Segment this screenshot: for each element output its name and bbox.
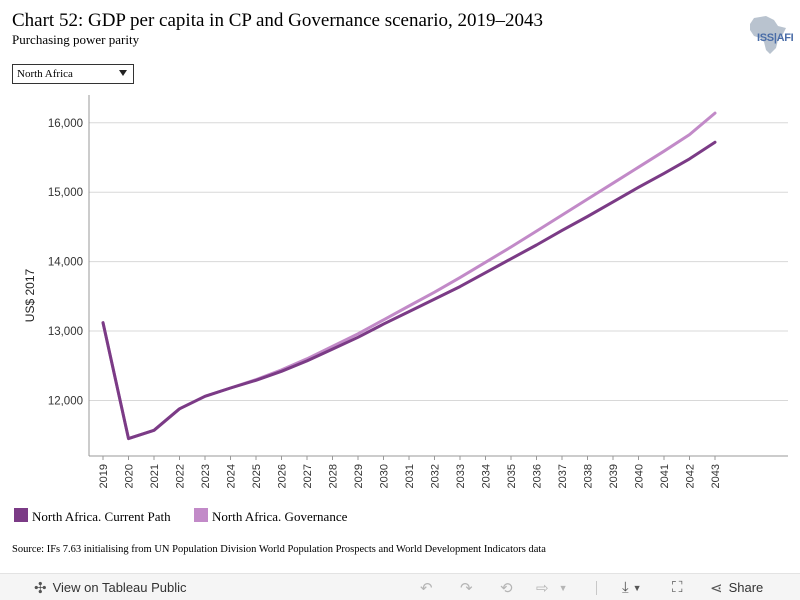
x-tick-label: 2030	[379, 464, 391, 488]
series-line-current-path	[101, 140, 717, 441]
x-tick-label: 2021	[149, 464, 161, 488]
legend-swatch-current-path	[14, 508, 28, 522]
undo-icon: ↶	[420, 579, 433, 597]
tableau-toolbar: ✣ View on Tableau Public ↶ ↷ ⟲ ⇨ ▼ ⤓ ▼ ⛶ ⋖…	[0, 573, 800, 600]
y-axis-label: US$ 2017	[23, 268, 37, 322]
view-on-tableau-label: View on Tableau Public	[52, 580, 187, 595]
x-tick-label: 2039	[608, 464, 620, 488]
gridlines	[89, 122, 788, 401]
africa-logo-icon	[750, 16, 786, 54]
x-tick-label: 2028	[328, 464, 340, 488]
x-tick-label: 2020	[124, 464, 136, 488]
fullscreen-button[interactable]: ⛶	[672, 574, 683, 600]
redo-icon: ↷	[460, 579, 473, 597]
series-line-governance	[101, 111, 717, 441]
x-tick-label: 2027	[302, 464, 314, 488]
y-tick-label: 14,000	[48, 257, 83, 269]
tableau-logo-icon: ✣	[34, 579, 47, 597]
chevron-down-icon: ▼	[558, 582, 568, 593]
x-tick-label: 2038	[583, 464, 595, 488]
share-button[interactable]: ⋖ Share	[710, 574, 763, 600]
revert-button[interactable]: ⟲	[500, 574, 513, 600]
refresh-icon: ⇨	[536, 579, 549, 597]
x-tick-label: 2035	[506, 464, 518, 488]
download-icon: ⤓	[622, 579, 629, 596]
x-tick-label: 2042	[685, 464, 697, 488]
share-icon: ⋖	[710, 579, 723, 597]
region-filter-dropdown[interactable]: North Africa	[12, 64, 134, 84]
x-tick-label: 2034	[481, 464, 493, 488]
x-tick-label: 2026	[277, 464, 289, 488]
x-tick-label: 2037	[557, 464, 569, 488]
x-tick-label: 2043	[710, 464, 722, 488]
x-tick-label: 2024	[226, 464, 238, 488]
view-on-tableau-link[interactable]: ✣ View on Tableau Public	[34, 574, 187, 600]
legend-label-governance: North Africa. Governance	[212, 509, 348, 524]
redo-button[interactable]: ↷	[460, 574, 473, 600]
chevron-down-icon: ▼	[632, 582, 642, 593]
refresh-button[interactable]: ⇨ ▼	[536, 574, 568, 600]
line-chart: 12,000 13,000 14,000 15,000 16,000 2019 2020 20…	[23, 95, 788, 489]
fullscreen-icon: ⛶	[672, 579, 683, 596]
y-tick-label: 13,000	[48, 326, 83, 338]
x-tick-label: 2019	[98, 464, 110, 488]
chart-title: Chart 52: GDP per capita in CP and Gover…	[12, 10, 543, 31]
x-tick-label: 2041	[659, 464, 671, 488]
y-tick-label: 16,000	[48, 118, 83, 130]
toolbar-divider	[596, 581, 597, 595]
series-lines	[101, 111, 717, 441]
legend-item-governance[interactable]: North Africa. Governance	[194, 508, 347, 525]
legend-label-current-path: North Africa. Current Path	[32, 509, 171, 524]
source-note: Source: IFs 7.63 initialising from UN Po…	[12, 544, 546, 555]
caret-down-icon	[119, 70, 127, 76]
x-tick-label: 2032	[430, 464, 442, 488]
x-tick-label: 2036	[532, 464, 544, 488]
x-tick-label: 2029	[353, 464, 365, 488]
chart-subtitle: Purchasing power parity	[12, 32, 140, 47]
x-tick-label: 2023	[200, 464, 212, 488]
x-tick-label: 2040	[634, 464, 646, 488]
legend-swatch-governance	[194, 508, 208, 522]
logo-text: ISS|AFI	[757, 32, 794, 44]
undo-button[interactable]: ↶	[420, 574, 433, 600]
share-label: Share	[728, 580, 764, 595]
axis-labels: 12,000 13,000 14,000 15,000 16,000 2019 2020 20…	[23, 118, 722, 489]
x-tick-label: 2033	[455, 464, 467, 488]
download-button[interactable]: ⤓ ▼	[622, 574, 642, 600]
legend-item-current-path[interactable]: North Africa. Current Path	[14, 508, 171, 525]
x-tick-label: 2025	[251, 464, 263, 488]
axes	[88, 95, 788, 460]
x-tick-label: 2022	[175, 464, 187, 488]
revert-icon: ⟲	[500, 579, 513, 597]
y-tick-label: 12,000	[48, 395, 83, 407]
y-tick-label: 15,000	[48, 187, 83, 199]
x-tick-label: 2031	[404, 464, 416, 488]
region-filter-value: North Africa	[17, 68, 73, 80]
